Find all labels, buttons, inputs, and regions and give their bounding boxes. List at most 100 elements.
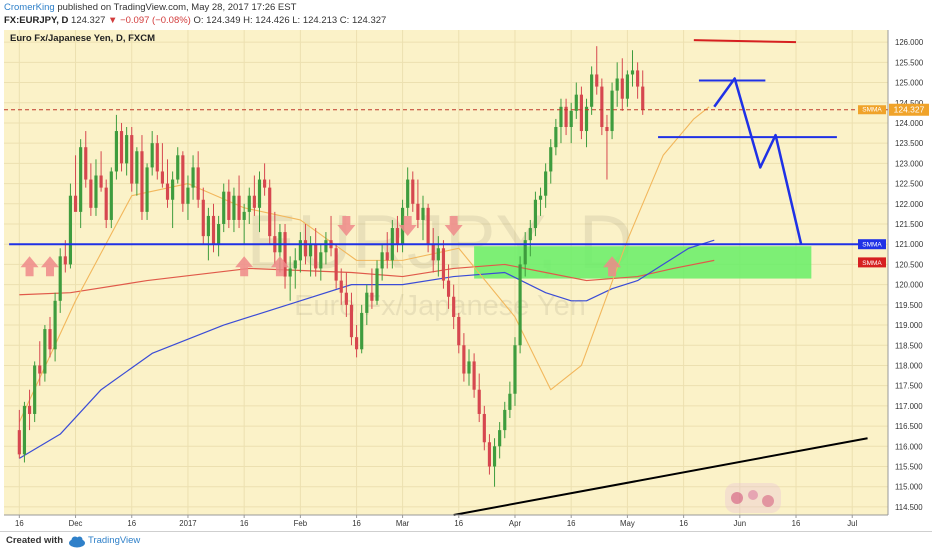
candle-body [605,127,609,132]
trend-drawings [9,39,873,516]
time-tick-label: Jun [734,519,747,528]
candle-body [140,151,144,212]
candle-body [278,232,282,253]
time-tick-label: 16 [454,519,463,528]
tradingview-link[interactable]: TradingView [88,535,141,546]
price-tick-label: 122.000 [895,200,924,209]
candle-body [43,329,47,374]
price-tick-label: 124.000 [895,119,924,128]
candle-body [160,171,164,184]
candle-body [222,191,226,224]
candle-body [441,248,446,281]
candle-body [68,195,73,265]
candle-body [395,228,400,245]
smma-red-line [19,259,715,296]
watermark-name: Euro Fx/Japanese Yen [294,290,586,322]
price-tick-label: 118.500 [895,341,923,350]
candle-body [467,361,471,374]
candle-body [79,147,83,212]
up-arrow-icon [20,256,39,277]
author-link[interactable]: CromerKing [4,2,55,13]
candle-body [569,110,573,127]
candle-body [406,179,410,208]
candle-body [119,131,124,164]
time-tick-label: 16 [567,519,576,528]
candle-body [498,430,502,447]
candle-body [33,365,37,414]
candle-body [339,280,343,293]
price-axis[interactable]: 126.000 125.500 125.000 124.500 124.000 123.5… [887,30,924,515]
last-price-tag-label: 124.327 [894,105,925,115]
candle-body [165,183,170,200]
smma-blue-line [19,239,715,459]
price-tick-label: 117.500 [895,382,923,391]
candle-body [114,131,119,172]
price-chart[interactable]: EURJPY, D Euro Fx/Japanese Yen Euro Fx/J… [0,28,932,531]
candle-body [462,345,466,374]
candle-body [48,329,52,350]
time-tick-label: 16 [127,519,136,528]
candle-body [17,430,21,455]
price-change: −0.097 (−0.08%) [120,15,191,26]
price-tick-label: 125.000 [895,79,924,88]
up-arrow-icon [270,256,289,277]
created-with-label: Created with [6,535,64,546]
candle-body [27,405,32,414]
resistance-line [693,39,797,44]
price-tick-label: 122.500 [895,180,924,189]
candle-body [263,179,267,188]
candle-body [242,211,246,220]
candle-body [99,175,103,188]
smma-axis-tag-label: SMMA [862,242,882,249]
chart-header: CromerKing published on TradingView.com,… [0,0,932,28]
candle-body [487,442,492,467]
price-tick-label: 116.000 [895,442,923,451]
price-tick-label: 118.000 [895,361,923,370]
candle-body [201,199,205,237]
candle-body [186,187,190,204]
candle-body [135,151,139,184]
time-axis[interactable]: 16 Dec 16 2017 16 Feb 16 Mar 16 Apr 16 May 16 Jun 16 Ju… [4,514,888,528]
candle-body [492,446,497,467]
candle-body [365,292,369,313]
candle-body [63,256,67,265]
candle-body [150,143,154,168]
time-tick-label: Mar [396,519,410,528]
price-tick-label: 125.500 [895,58,924,67]
candle-body [109,171,113,220]
candle-body [385,252,389,261]
candle-body [237,195,241,220]
time-tick-label: 16 [792,519,801,528]
up-arrow-icon [603,256,622,277]
last-price-tag [889,103,929,116]
candle-body [590,74,594,107]
candle-body [538,195,543,200]
candle-body [457,316,461,346]
screenshot-stamp [725,483,781,513]
candle-body [155,143,159,172]
candle-body [411,179,415,204]
footer-bar: Created with TradingView [0,531,932,550]
candle-body [416,203,420,220]
tradingview-cloud-icon[interactable] [68,534,86,548]
candle-body [421,207,425,220]
candle-body [349,304,354,338]
candle-body [58,256,62,301]
candle-body [73,195,78,212]
axis-tags: SMMA 124.327 SMMA SMMA [858,103,929,268]
trend-line [453,437,868,516]
candle-body [620,78,624,99]
candle-body [518,264,522,346]
price-tick-label: 114.500 [895,503,923,512]
candle-body [104,187,108,220]
candle-body [125,135,129,164]
indicator-price-tag-label: SMMA [862,107,882,114]
candle-body [610,90,614,132]
candle-body [191,167,195,188]
candle-body [600,86,604,127]
price-tick-label: 119.000 [895,321,923,330]
candle-body [426,207,430,245]
symbol-label: FX:EURJPY, D [4,15,69,26]
ohlc-values: O: 124.349 H: 124.426 L: 124.213 C: 124.… [193,15,387,26]
time-tick-label: 16 [240,519,249,528]
